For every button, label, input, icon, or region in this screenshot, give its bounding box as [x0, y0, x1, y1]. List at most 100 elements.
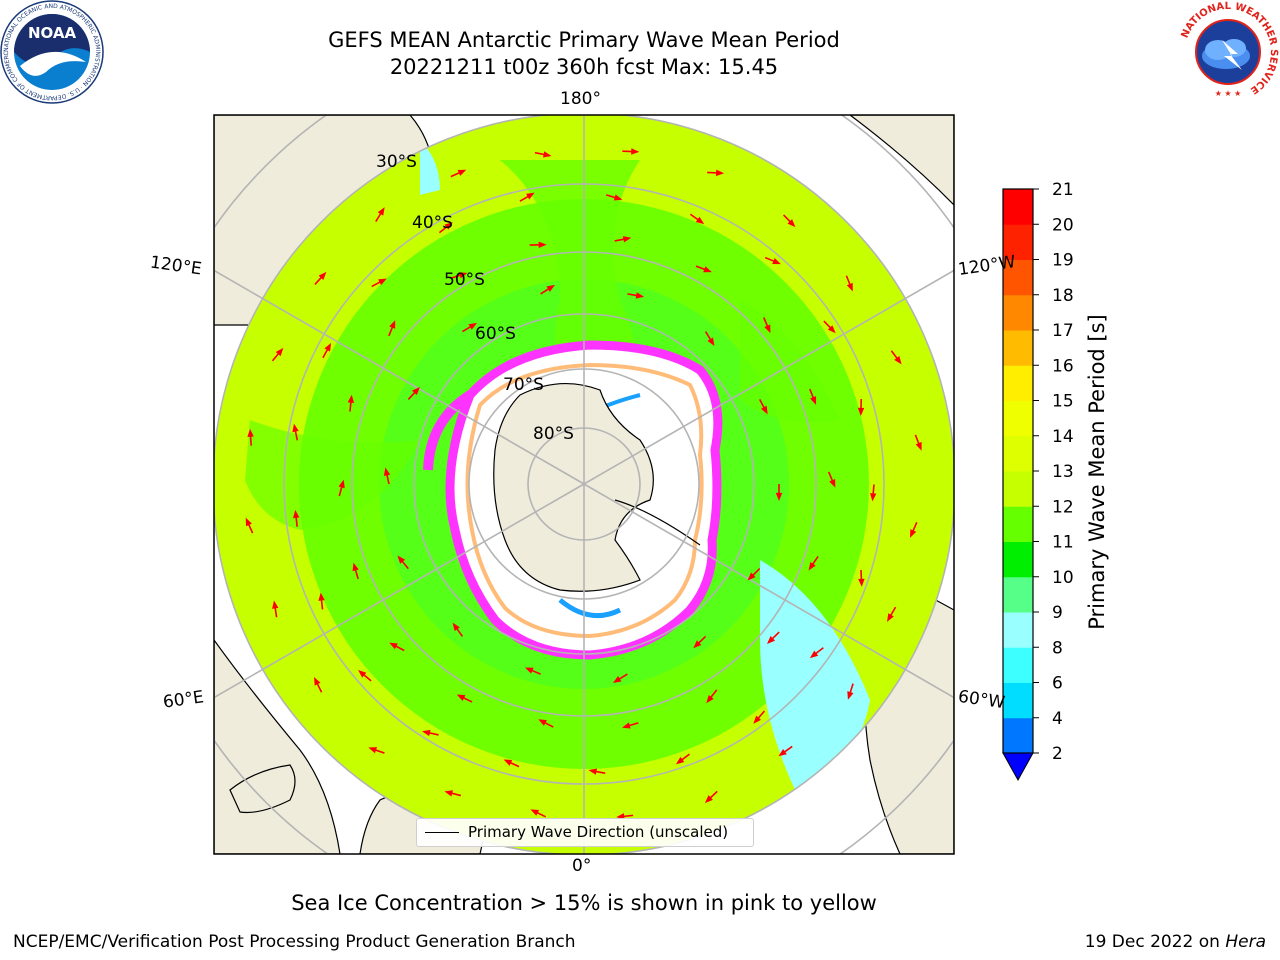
footer-date: 19 Dec 2022 on Hera — [1085, 932, 1266, 952]
wave-direction-arrowhead — [829, 478, 836, 488]
wave-direction-arrowhead — [622, 722, 631, 729]
colorbar-tick-label: 20 — [1052, 215, 1074, 235]
lon-label-0: 0° — [572, 856, 592, 876]
wave-direction-arrowhead — [588, 768, 598, 775]
wave-direction-arrowhead — [352, 562, 359, 572]
wave-direction-arrowhead — [389, 642, 398, 650]
wave-direction-arrowhead — [542, 151, 552, 158]
wave-direction-arrowhead — [538, 719, 547, 726]
wave-direction-arrowhead — [894, 355, 902, 365]
colorbar-segment — [1003, 224, 1033, 260]
colorbar-tick-label: 19 — [1052, 251, 1074, 271]
colorbar-segment — [1003, 682, 1033, 719]
wave-direction-arrowhead — [753, 715, 762, 724]
legend-line-sample — [425, 832, 459, 833]
svg-text:★ ★ ★: ★ ★ ★ — [1215, 89, 1242, 98]
colorbar-tick-label: 6 — [1052, 674, 1063, 694]
lon-label-180: 180° — [560, 89, 601, 109]
lat-label-70s: 70°S — [503, 375, 544, 395]
colorbar-tick-label: 21 — [1052, 180, 1074, 200]
colorbar-segment — [1003, 400, 1033, 437]
wave-direction-arrowhead — [503, 759, 513, 766]
wave-direction-arrowhead — [397, 555, 406, 564]
wave-direction-arrowhead — [421, 729, 431, 737]
wave-direction-arrowhead — [444, 790, 453, 797]
colorbar-tick-label: 18 — [1052, 286, 1074, 306]
chart-title: GEFS MEAN Antarctic Primary Wave Mean Pe… — [328, 28, 840, 52]
wave-direction-arrowhead — [787, 219, 796, 228]
wave-direction-arrowhead — [772, 258, 781, 265]
colorbar-tick-label: 11 — [1052, 533, 1074, 553]
colorbar-segment — [1003, 435, 1033, 472]
wave-direction-arrowhead — [616, 813, 625, 820]
lat-label-30s: 30°S — [376, 152, 417, 172]
colorbar-tick-label: 13 — [1052, 462, 1074, 482]
map-legend: Primary Wave Direction (unscaled) — [416, 818, 754, 847]
wave-direction-arrowhead — [761, 405, 768, 415]
wave-direction-arrowhead — [452, 622, 460, 632]
wave-direction-arrowhead — [468, 322, 478, 330]
lat-label-80s: 80°S — [533, 424, 574, 444]
wave-direction-arrowhead — [704, 795, 713, 804]
colorbar-segment — [1003, 189, 1033, 225]
colorbar-tick-label: 14 — [1052, 427, 1074, 447]
wave-direction-arrowhead — [910, 529, 917, 538]
wave-direction-arrowhead — [764, 324, 771, 334]
wave-direction-arrowhead — [775, 492, 783, 501]
wave-direction-arrowhead — [347, 394, 355, 404]
wave-direction-arrowhead — [313, 677, 321, 686]
wave-direction-arrowhead — [389, 320, 396, 329]
wave-direction-arrowhead — [247, 428, 254, 437]
wave-direction-arrowhead — [622, 236, 632, 243]
wave-direction-arrowhead — [675, 756, 685, 765]
colorbar-segment — [1003, 576, 1033, 613]
wave-direction-arrowhead — [275, 347, 284, 357]
colorbar-tick-label: 4 — [1052, 709, 1063, 729]
wave-direction-arrowhead — [378, 278, 387, 286]
chart-subtitle: 20221211 t00z 360h fcst Max: 15.45 — [389, 55, 779, 79]
wave-direction-arrowhead — [808, 562, 816, 571]
wave-direction-arrowhead — [377, 207, 385, 216]
colorbar-segment — [1003, 365, 1033, 401]
colorbar-segment — [1003, 330, 1033, 366]
wave-direction-arrowhead — [747, 572, 756, 581]
map-border — [213, 114, 955, 855]
wave-direction-arrowhead — [292, 509, 300, 519]
wave-direction-arrowhead — [458, 272, 468, 279]
wave-direction-arrowhead — [915, 442, 922, 451]
wave-direction-arrowhead — [715, 169, 725, 177]
colorbar-tick-label: 15 — [1052, 392, 1074, 412]
wave-direction-arrowhead — [338, 479, 345, 489]
colorbar-label: Primary Wave Mean Period [s] — [1085, 314, 1109, 630]
footer-date-text: 19 Dec 2022 on — [1084, 932, 1220, 952]
colorbar-tick-label: 10 — [1052, 568, 1074, 588]
colorbar-extend-min — [1002, 752, 1034, 782]
wave-direction-arrowhead — [612, 676, 622, 683]
wave-direction-arrowhead — [858, 578, 865, 587]
wave-direction-arrowhead — [857, 407, 865, 416]
wave-direction-arrowhead — [318, 271, 327, 280]
colorbar-segment — [1003, 471, 1033, 507]
wave-direction-arrowhead — [245, 517, 252, 527]
colorbar-tick-label: 9 — [1052, 603, 1063, 623]
wave-direction-arrowhead — [827, 325, 836, 334]
wave-direction-arrowhead — [546, 284, 556, 292]
legend-label: Primary Wave Direction (unscaled) — [468, 823, 729, 841]
sea-ice-note: Sea Ice Concentration > 15% is shown in … — [291, 891, 877, 915]
nws-logo: NATIONAL WEATHER SERVICE ★ ★ ★ — [1178, 1, 1279, 102]
wave-direction-arrowhead — [695, 216, 705, 225]
noaa-logo: NATIONAL OCEANIC AND ATMOSPHERIC ADMINIS… — [0, 0, 104, 104]
lat-label-40s: 40°S — [412, 213, 453, 233]
wave-direction-arrowhead — [444, 222, 453, 230]
wave-direction-arrowhead — [324, 342, 332, 352]
noaa-logo-text: NOAA — [28, 24, 77, 42]
wave-direction-arrowhead — [530, 809, 540, 816]
wave-direction-arrowhead — [847, 691, 854, 700]
wave-direction-arrowhead — [635, 292, 645, 299]
lat-label-60s: 60°S — [475, 324, 516, 344]
wave-direction-arrowhead — [524, 667, 534, 674]
colorbar-tick-label: 8 — [1052, 638, 1063, 658]
wave-direction-arrowhead — [613, 194, 623, 201]
wave-direction-arrowhead — [887, 613, 894, 622]
